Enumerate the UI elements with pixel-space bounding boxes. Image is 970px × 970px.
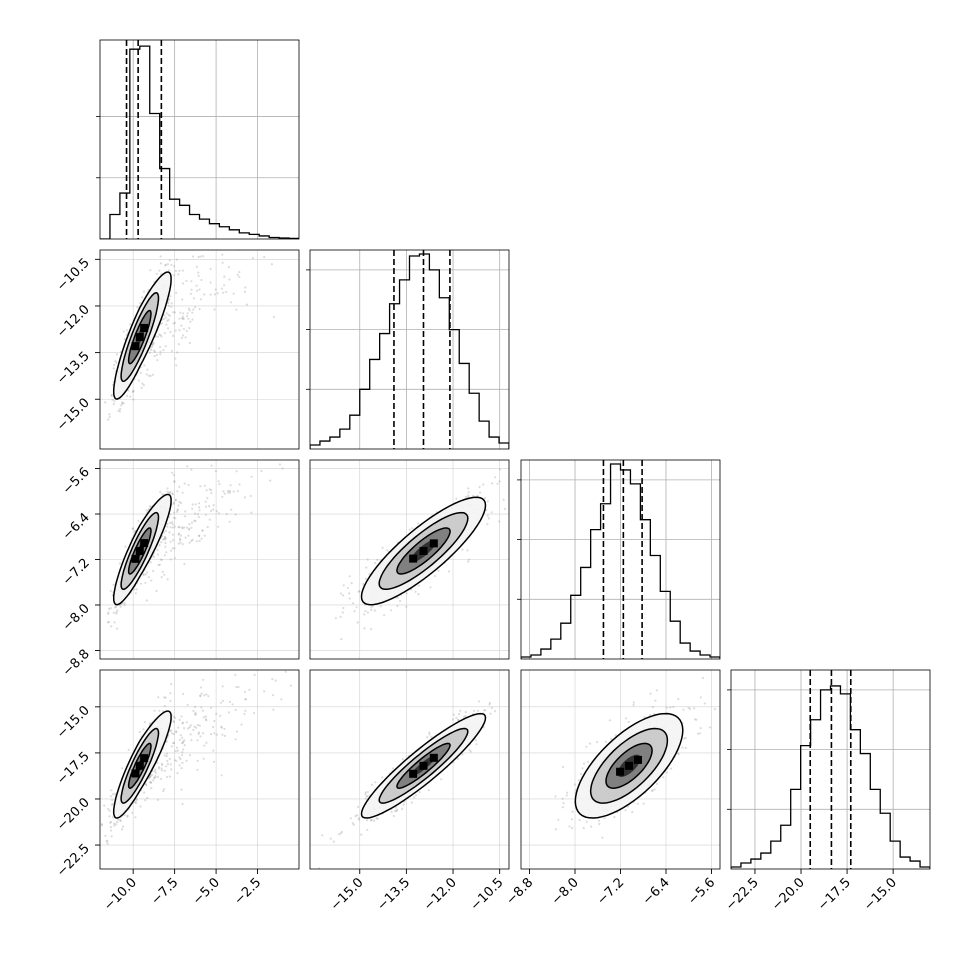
density-core [616,767,625,776]
x-tick-label: −17.5 [815,875,854,914]
density-core [140,323,149,332]
density-core [429,539,438,548]
density-core [140,539,149,548]
density-core [429,753,438,762]
density-core [625,761,634,770]
contour-line [396,527,451,575]
scatter-panel-0-1 [99,249,300,450]
panel-frame [99,39,300,240]
contour-line [574,712,684,819]
contour-line [360,712,487,819]
x-tick-label: −6.4 [640,875,673,908]
x-tick-label: −15.0 [328,875,367,914]
x-tick-label: −12.0 [421,875,460,914]
contour-line [605,742,653,789]
contour-line [112,710,172,819]
panel-frame [730,669,931,870]
scatter-panel-1-2 [309,459,510,660]
x-tick-label: −7.2 [594,875,627,908]
x-tick-label: −8.0 [549,875,582,908]
contour-line [120,292,160,383]
density-core [131,342,140,351]
contour-line [127,309,152,365]
contour-line [127,527,152,575]
panel-frame [99,669,300,870]
y-tick-label: −13.5 [54,349,93,388]
y-tick-label: −20.0 [54,795,93,834]
x-tick-label: −20.0 [769,875,808,914]
scatter-panel-2-3 [520,669,721,870]
y-tick-label: −8.0 [60,601,93,634]
histogram-panel-0 [96,39,300,240]
contour-line [378,727,469,804]
density-core [135,333,144,342]
contour-line [589,727,669,804]
x-tick-label: −2.5 [231,875,264,908]
y-tick-label: −17.5 [54,749,93,788]
y-tick-label: −22.5 [54,841,93,880]
x-tick-label: −5.6 [685,875,718,908]
y-tick-label: −15.0 [54,395,93,434]
x-tick-label: −10.5 [468,875,507,914]
density-core [409,769,418,778]
scatter-points [104,250,275,421]
y-tick-label: −12.0 [54,302,93,341]
scatter-panel-0-2 [99,459,300,660]
panel-frame [309,459,510,660]
contour-line [360,496,487,606]
contour-line [120,727,160,804]
contour-line [120,511,160,591]
density-core [633,755,642,764]
y-tick-label: −15.0 [54,703,93,742]
x-tick-label: −5.0 [190,875,223,908]
histogram-panel-2 [517,459,721,660]
contour-line [112,271,172,400]
x-tick-label: −15.0 [861,875,900,914]
histogram-steps [310,253,509,449]
density-core [419,546,428,555]
scatter-panel-1-3 [309,669,510,870]
density-core [135,761,144,770]
panel-frame [520,459,721,660]
x-tick-label: −7.5 [149,875,182,908]
y-tick-label: −6.4 [60,510,93,543]
x-tick-label: −22.5 [723,875,762,914]
histogram-panel-3 [727,669,931,870]
panel-frame [309,249,510,450]
x-tick-label: −13.5 [374,875,413,914]
density-core [140,754,149,763]
histogram-panel-1 [306,249,510,450]
density-core [409,554,418,563]
x-tick-label: −8.8 [503,875,536,908]
density-core [135,546,144,555]
histogram-steps [100,45,299,239]
density-core [131,769,140,778]
density-core [419,761,428,770]
panel-frame [99,249,300,450]
y-tick-label: −10.5 [54,256,93,295]
contour-line [127,742,152,789]
scatter-points [100,670,292,845]
histogram-steps [731,685,930,869]
scatter-panel-0-3 [99,669,300,870]
contour-line [112,493,172,606]
y-tick-label: −5.6 [60,465,93,498]
density-core [131,554,140,563]
histogram-steps [521,463,720,659]
y-tick-label: −7.2 [60,556,93,589]
x-tick-label: −10.0 [101,875,140,914]
contour-line [378,511,469,591]
y-tick-label: −8.8 [60,647,93,680]
panel-frame [309,669,510,870]
contour-line [396,742,451,789]
scatter-points [106,460,284,630]
